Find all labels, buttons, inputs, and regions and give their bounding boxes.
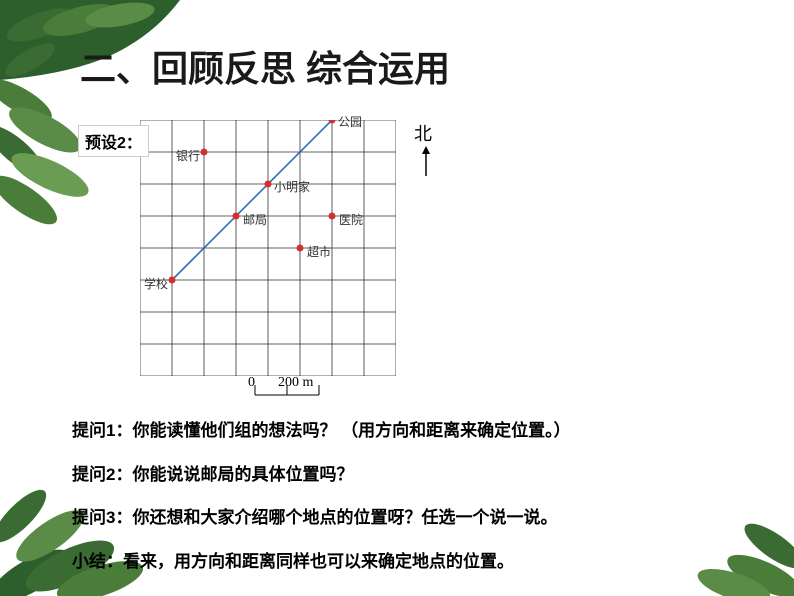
- question-1: 提问1：你能读懂他们组的想法吗？ （用方向和距离来确定位置。）: [72, 418, 752, 444]
- question-2: 提问2：你能说说邮局的具体位置吗？: [72, 462, 752, 488]
- scale-bar-icon: [253, 383, 323, 397]
- page-title: 二、回顾反思 综合运用: [80, 40, 450, 92]
- question-3: 提问3：你还想和大家介绍哪个地点的位置呀？任选一个说一说。: [72, 505, 752, 531]
- map-point-公园: 公园: [338, 113, 362, 130]
- map-point-银行: 银行: [176, 147, 200, 164]
- north-label: 北: [414, 120, 432, 146]
- map-point-小明家: 小明家: [274, 178, 310, 195]
- map-point-超市: 超市: [307, 243, 331, 260]
- preset-label: 预设2：: [78, 125, 149, 157]
- questions-block: 提问1：你能读懂他们组的想法吗？ （用方向和距离来确定位置。） 提问2：你能说说…: [72, 418, 752, 592]
- map-point-邮局: 邮局: [243, 211, 267, 228]
- map-point-医院: 医院: [339, 211, 363, 228]
- summary-line: 小结：看来，用方向和距离同样也可以来确定地点的位置。: [72, 549, 752, 575]
- map-point-学校: 学校: [144, 275, 168, 292]
- north-arrow-icon: [418, 146, 434, 178]
